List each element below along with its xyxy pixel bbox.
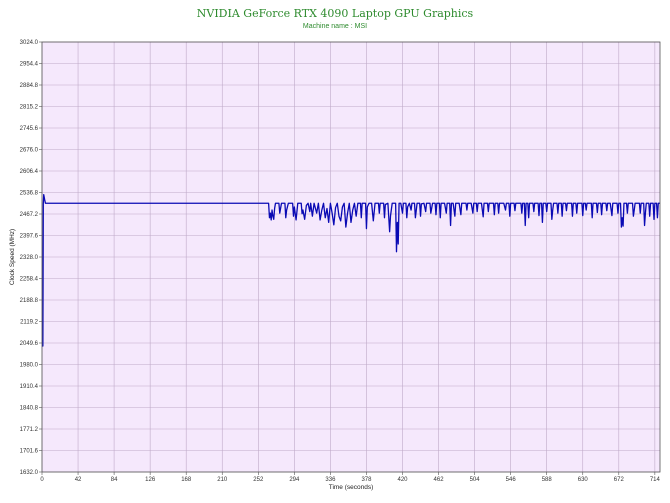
y-tick-label: 1701.6 bbox=[20, 449, 39, 455]
y-tick-label: 2745.6 bbox=[20, 126, 39, 132]
y-tick-label: 2188.8 bbox=[20, 298, 39, 304]
y-tick-label: 2258.4 bbox=[20, 277, 39, 283]
y-tick-label: 2676.0 bbox=[20, 148, 39, 154]
y-tick-label: 1980.0 bbox=[20, 363, 39, 369]
x-tick-label: 252 bbox=[253, 477, 264, 483]
grid-lines bbox=[41, 41, 660, 473]
y-tick-label: 3024.0 bbox=[20, 40, 39, 46]
y-tick-label: 2536.8 bbox=[20, 191, 39, 197]
x-tick-label: 126 bbox=[145, 477, 156, 483]
x-tick-label: 84 bbox=[111, 477, 118, 483]
chart-subtitle: Machine name : MSI bbox=[303, 23, 367, 30]
y-tick-label: 2954.4 bbox=[20, 62, 39, 68]
y-tick-label: 1840.8 bbox=[20, 406, 39, 412]
x-tick-label: 672 bbox=[614, 477, 625, 483]
y-tick-label: 2328.0 bbox=[20, 255, 39, 261]
x-tick-label: 294 bbox=[289, 477, 300, 483]
x-tick-label: 504 bbox=[470, 477, 481, 483]
x-tick-label: 336 bbox=[325, 477, 336, 483]
y-tick-label: 1910.4 bbox=[20, 384, 39, 390]
x-tick-label: 378 bbox=[361, 477, 372, 483]
x-tick-label: 0 bbox=[40, 477, 44, 483]
y-tick-label: 2467.2 bbox=[20, 212, 39, 218]
x-tick-label: 420 bbox=[397, 477, 408, 483]
plot-border bbox=[41, 41, 661, 473]
x-tick-label: 42 bbox=[75, 477, 82, 483]
x-tick-label: 462 bbox=[434, 477, 445, 483]
x-tick-label: 546 bbox=[506, 477, 517, 483]
y-tick-label: 2884.8 bbox=[20, 83, 39, 89]
y-axis-label: Clock Speed (MHz) bbox=[9, 229, 16, 285]
x-axis-label: Time (seconds) bbox=[329, 484, 374, 491]
y-tick-label: 2049.6 bbox=[20, 341, 39, 347]
y-tick-label: 2397.6 bbox=[20, 234, 39, 240]
y-tick-label: 2606.4 bbox=[20, 169, 39, 175]
clock-speed-line bbox=[42, 193, 660, 347]
x-tick-label: 588 bbox=[542, 477, 553, 483]
y-axis-ticks: 1632.0 1701.6 1771.2 1840.8 1910.4 1980.0 2049… bbox=[20, 40, 42, 476]
chart-title: NVIDIA GeForce RTX 4090 Laptop GPU Graph… bbox=[197, 7, 474, 20]
y-tick-label: 2119.2 bbox=[20, 320, 39, 326]
y-tick-label: 1632.0 bbox=[20, 470, 39, 476]
y-tick-label: 1771.2 bbox=[20, 427, 39, 433]
x-tick-label: 168 bbox=[181, 477, 192, 483]
x-tick-label: 210 bbox=[217, 477, 228, 483]
x-tick-label: 714 bbox=[650, 477, 661, 483]
x-axis-ticks: 0 42 84 126 168 210 252 294 336 378 420 462 504 546 58… bbox=[40, 472, 661, 483]
y-tick-label: 2815.2 bbox=[20, 105, 39, 111]
x-tick-label: 630 bbox=[578, 477, 589, 483]
